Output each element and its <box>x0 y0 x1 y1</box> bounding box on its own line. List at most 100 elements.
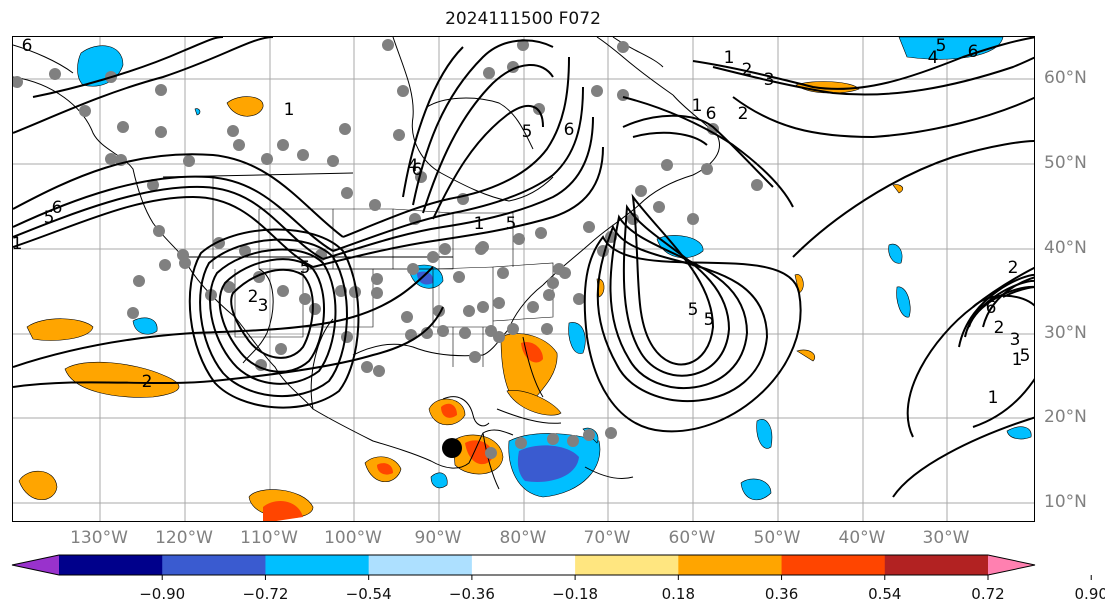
contour-label: 6 <box>564 120 575 140</box>
negative-patch <box>898 37 1004 60</box>
negative-patch <box>430 472 448 489</box>
map-panel: 612345665121564651235126556231512 <box>12 36 1035 522</box>
station-dot <box>533 103 545 115</box>
station-dot <box>583 429 595 441</box>
station-dot <box>13 76 23 88</box>
station-dot <box>183 155 195 167</box>
colorbar-segment <box>368 555 473 575</box>
station-dot <box>617 41 629 53</box>
colorbar-tick-label: 0.18 <box>661 585 696 603</box>
station-dot <box>573 293 585 305</box>
station-dot <box>427 251 439 263</box>
station-dot <box>239 245 251 257</box>
station-dot <box>463 305 475 317</box>
station-dot <box>223 281 235 293</box>
contour-label: 6 <box>52 198 63 218</box>
contour-label: 2 <box>248 287 259 307</box>
contour-label: 5 <box>522 122 533 142</box>
station-dot <box>153 225 165 237</box>
longitude-label: 100°W <box>324 528 382 548</box>
station-dot <box>547 277 559 289</box>
station-dot <box>515 437 527 449</box>
station-dot <box>277 139 289 151</box>
colorbar-segment <box>678 555 783 575</box>
colorbar-tick-label: 0.90 <box>1074 585 1105 603</box>
station-dot <box>397 85 409 97</box>
latitude-label: 40°N <box>1044 238 1087 258</box>
station-dot <box>255 359 267 371</box>
longitude-label: 80°W <box>499 528 547 548</box>
station-dot <box>299 293 311 305</box>
contour-label: 3 <box>258 296 269 316</box>
station-dot <box>439 243 451 255</box>
colorbar-segment <box>575 555 679 575</box>
station-dot <box>497 267 509 279</box>
station-dot <box>133 275 145 287</box>
negative-patch <box>740 478 772 501</box>
station-dot <box>159 259 171 271</box>
station-dot <box>527 301 539 313</box>
contour-label: 3 <box>1010 330 1021 350</box>
colorbar-tick-label: −0.90 <box>139 585 186 603</box>
latitude-label: 50°N <box>1044 153 1087 173</box>
positive-patch <box>892 184 904 194</box>
station-dot <box>147 179 159 191</box>
station-dot <box>361 361 373 373</box>
station-dot <box>567 435 579 447</box>
negative-patch <box>132 317 158 335</box>
colorbar-extend-low <box>12 555 59 575</box>
contour-label: 5 <box>1020 346 1031 366</box>
location-marker <box>442 438 462 458</box>
station-dot <box>517 39 529 51</box>
station-dot <box>371 273 383 285</box>
longitude-label: 120°W <box>155 528 213 548</box>
station-dot <box>117 121 129 133</box>
map-title: 2024111500 F072 <box>445 9 601 29</box>
latitude-label: 30°N <box>1044 323 1087 343</box>
longitude-label: 30°W <box>922 528 970 548</box>
station-dot <box>559 267 571 279</box>
station-dot <box>341 331 353 343</box>
negative-patch <box>194 108 201 116</box>
station-dot <box>275 343 287 355</box>
station-dot <box>483 67 495 79</box>
contour-label: 5 <box>44 208 55 228</box>
longitude-label: 130°W <box>70 528 128 548</box>
negative-patch <box>417 271 434 285</box>
longitude-label: 90°W <box>414 528 462 548</box>
station-dot <box>49 68 61 80</box>
longitude-label: 70°W <box>583 528 631 548</box>
positive-patch <box>441 403 457 418</box>
shaded-field <box>18 37 1032 521</box>
station-dot <box>605 427 617 439</box>
colorbar-tick-label: −0.18 <box>552 585 599 603</box>
coastlines <box>13 37 720 490</box>
station-dot <box>751 179 763 191</box>
longitude-label: 40°W <box>838 528 886 548</box>
contour-label: 6 <box>412 160 423 180</box>
station-dot <box>493 297 505 309</box>
station-dot <box>327 155 339 167</box>
station-dot <box>233 139 245 151</box>
colorbar-tick-label: 0.72 <box>971 585 1005 603</box>
positive-patch <box>226 96 264 117</box>
station-dot <box>493 331 505 343</box>
station-dot <box>543 289 555 301</box>
colorbar-segment <box>471 555 576 575</box>
negative-patch <box>1006 426 1032 440</box>
contour-label: 1 <box>13 234 22 254</box>
station-dot <box>373 365 385 377</box>
colorbar-tick-label: 0.54 <box>868 585 902 603</box>
colorbar-tick-label: −0.36 <box>448 585 495 603</box>
latitude-label: 10°N <box>1044 492 1087 512</box>
station-dot <box>261 153 273 165</box>
contour-label: 5 <box>506 214 517 234</box>
longitude-label: 60°W <box>668 528 716 548</box>
negative-patch <box>568 322 586 354</box>
station-dot <box>477 241 489 253</box>
colorbar-segment <box>781 555 886 575</box>
station-dot <box>513 233 525 245</box>
contour-label: 2 <box>742 60 753 80</box>
positive-patch <box>506 390 562 416</box>
colorbar-tick-label: 0.36 <box>764 585 799 603</box>
